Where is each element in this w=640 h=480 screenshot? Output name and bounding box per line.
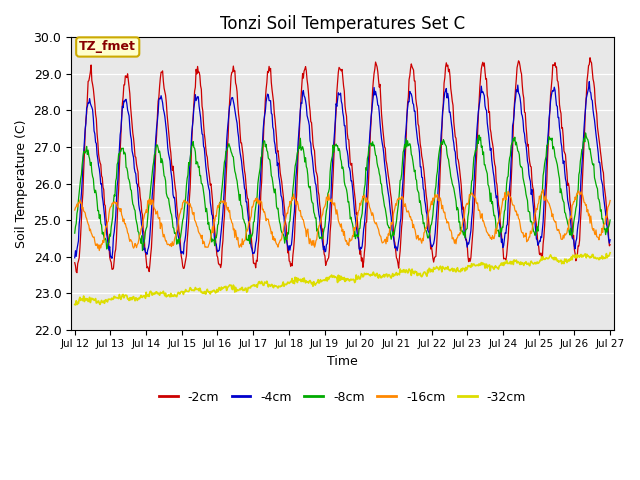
-2cm: [71, 260, 79, 265]
-2cm: [586, 55, 594, 60]
-8cm: [582, 130, 589, 136]
-8cm: [136, 235, 143, 240]
-32cm: [219, 285, 227, 291]
X-axis label: Time: Time: [327, 355, 358, 368]
Title: Tonzi Soil Temperatures Set C: Tonzi Soil Temperatures Set C: [220, 15, 465, 33]
-32cm: [191, 288, 198, 293]
-32cm: [408, 266, 416, 272]
-4cm: [586, 79, 593, 84]
-32cm: [71, 301, 79, 307]
-16cm: [424, 216, 431, 221]
Line: -2cm: -2cm: [75, 58, 610, 273]
-16cm: [408, 217, 416, 223]
-4cm: [424, 227, 431, 233]
-8cm: [219, 176, 227, 181]
-8cm: [408, 153, 416, 159]
-4cm: [191, 100, 198, 106]
-4cm: [219, 209, 227, 215]
Text: TZ_fmet: TZ_fmet: [79, 40, 136, 53]
-8cm: [606, 217, 614, 223]
-8cm: [139, 248, 147, 253]
-4cm: [71, 255, 79, 261]
-2cm: [408, 64, 416, 70]
-16cm: [540, 187, 547, 192]
-16cm: [71, 207, 79, 213]
-16cm: [606, 198, 614, 204]
-2cm: [136, 194, 144, 200]
-16cm: [81, 209, 88, 215]
-16cm: [136, 231, 144, 237]
-2cm: [219, 238, 227, 244]
-32cm: [72, 302, 79, 308]
-2cm: [606, 242, 614, 248]
-4cm: [606, 237, 614, 242]
-2cm: [81, 131, 89, 136]
Line: -8cm: -8cm: [75, 133, 610, 251]
-4cm: [108, 255, 116, 261]
-8cm: [191, 145, 198, 151]
-2cm: [73, 270, 81, 276]
-32cm: [606, 250, 614, 256]
-32cm: [424, 267, 431, 273]
-32cm: [81, 297, 89, 303]
Line: -32cm: -32cm: [75, 253, 610, 305]
Legend: -2cm, -4cm, -8cm, -16cm, -32cm: -2cm, -4cm, -8cm, -16cm, -32cm: [154, 385, 531, 408]
Line: -4cm: -4cm: [75, 82, 610, 258]
-8cm: [81, 149, 88, 155]
-4cm: [136, 209, 144, 215]
-32cm: [136, 294, 144, 300]
-4cm: [408, 95, 416, 100]
-2cm: [424, 208, 431, 214]
-4cm: [81, 139, 88, 144]
-16cm: [219, 200, 227, 205]
-16cm: [191, 217, 198, 223]
-8cm: [71, 230, 79, 236]
Line: -16cm: -16cm: [75, 190, 610, 251]
-16cm: [95, 248, 103, 253]
-2cm: [191, 88, 198, 94]
-8cm: [424, 235, 431, 241]
Y-axis label: Soil Temperature (C): Soil Temperature (C): [15, 119, 28, 248]
